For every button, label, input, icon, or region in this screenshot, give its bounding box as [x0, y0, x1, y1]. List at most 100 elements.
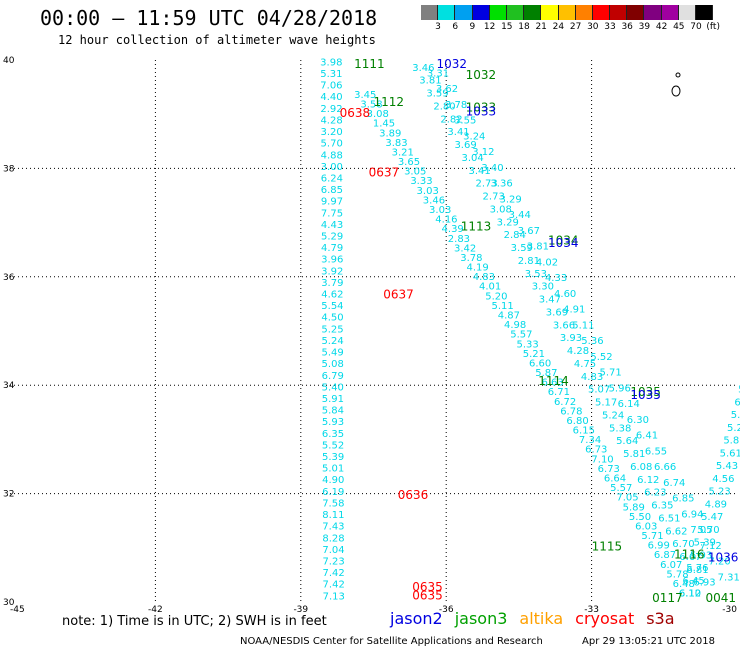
colorbar-swatch: [472, 5, 490, 20]
pass-time-label: 0637: [383, 287, 414, 301]
wave-height-value: 6.70: [672, 539, 694, 550]
wave-height-value: 7.04: [322, 545, 344, 556]
wave-height-value: 6.35: [322, 429, 344, 440]
wave-height-value: 4.02: [536, 257, 558, 268]
credit-line: NOAA/NESDIS Center for Satellite Applica…: [240, 636, 543, 647]
wave-height-value: 3.93: [560, 333, 582, 344]
y-tick-label: 38: [3, 164, 15, 174]
wave-height-value: 6.78: [560, 406, 582, 417]
wave-height-value: 4.01: [479, 282, 501, 293]
colorbar-swatch: [455, 5, 473, 20]
pass-time-label: 1034: [548, 236, 579, 250]
wave-height-value: 5.24: [321, 336, 343, 347]
y-tick-label: 34: [3, 381, 15, 391]
wave-height-value: 5.89: [623, 502, 645, 513]
wave-height-value: 5.75: [738, 385, 740, 396]
y-tick-label: 36: [3, 273, 15, 283]
pass-time-label: 0635: [412, 580, 443, 594]
wave-height-value: 3.21: [392, 147, 414, 158]
page-subtitle: 12 hour collection of altimeter wave hei…: [58, 33, 376, 47]
wave-height-value: 5.38: [609, 423, 631, 434]
wave-height-value: 4.39: [442, 224, 464, 235]
pass-time-label: 1035: [630, 385, 661, 399]
wave-height-value: 2.83: [448, 234, 470, 245]
wave-height-value: 6.48: [673, 579, 695, 590]
colorbar-label: 45: [673, 22, 685, 32]
wave-height-value: 3.03: [429, 205, 451, 216]
wave-height-value: 5.93: [322, 417, 344, 428]
wave-height-value: 3.83: [385, 138, 407, 149]
wave-height-value: 5.39: [694, 538, 716, 549]
wave-height-value: 6.19: [322, 487, 344, 498]
wave-height-value: 4.88: [321, 150, 343, 161]
wave-height-value: 3.62: [436, 84, 458, 95]
wave-height-value: 5.01: [322, 464, 344, 475]
wave-height-value: 5.23: [708, 487, 730, 498]
wave-height-value: 4.75: [574, 359, 596, 370]
wave-height-value: 4.90: [322, 475, 344, 486]
wave-height-value: 4.79: [321, 243, 343, 254]
colorbar-swatch: [506, 5, 525, 20]
wave-height-value: 6.10: [679, 589, 701, 600]
wave-height-value: 6.30: [627, 415, 649, 426]
wave-height-value: 3.67: [518, 226, 540, 237]
colorbar-label: 9: [469, 22, 476, 32]
wave-height-value: 5.76: [686, 563, 708, 574]
wave-height-value: 5.84: [322, 406, 344, 417]
wave-height-value: 4.40: [320, 92, 342, 103]
wave-height-value: 5.57: [610, 483, 632, 494]
wave-height-value: 7.13: [323, 591, 345, 602]
wave-height-value: 3.33: [410, 176, 432, 187]
wave-height-value: 6.85: [672, 494, 694, 505]
wave-height-value: 6.63: [541, 378, 563, 389]
page-title: 00:00 – 11:59 UTC 04/28/2018: [40, 6, 378, 30]
wave-height-value: 3.96: [321, 255, 343, 266]
wave-height-value: 6.41: [636, 431, 658, 442]
wave-height-value: 7.20: [709, 557, 731, 568]
wave-height-value: 3.58: [360, 100, 382, 111]
pass-time-label: 0638: [340, 106, 371, 120]
colorbar-swatch: [489, 5, 507, 20]
wave-height-value: 5.70: [321, 139, 343, 150]
colorbar-label: 30: [587, 22, 599, 32]
wave-height-value: 5.21: [523, 349, 545, 360]
colorbar-swatch: [524, 5, 542, 20]
wave-height-value: 6.81: [686, 565, 708, 576]
pass-time-label: 1033: [466, 100, 497, 114]
wave-height-value: 5.11: [491, 301, 513, 312]
wave-height-value: 3.81: [527, 242, 549, 253]
wave-height-value: 3.08: [367, 109, 389, 120]
satellite-legend-item: s3a: [646, 609, 675, 628]
wave-height-value: 3.69: [454, 140, 476, 151]
units-note: note: 1) Time is in UTC; 2) SWH is in fe…: [62, 614, 327, 629]
wave-height-value: 6.71: [548, 387, 570, 398]
wave-height-value: 3.29: [497, 217, 519, 228]
wave-height-value: 7.34: [579, 435, 601, 446]
wave-height-value: 3.40: [481, 163, 503, 174]
wave-height-value: 2.82: [440, 114, 462, 125]
wave-height-value: 3.20: [321, 127, 343, 138]
colorbar-swatch: [421, 5, 439, 20]
colorbar-label: 21: [535, 22, 547, 32]
pass-time-label: 1032: [466, 68, 497, 82]
wave-height-value: 4.33: [545, 273, 567, 284]
satellite-legend: jason2 jason3 altika cryosat s3a: [390, 609, 687, 628]
wave-height-value: 5.36: [581, 336, 603, 347]
wave-height-value: 4.83: [473, 272, 495, 283]
wave-height-value: 4.83: [581, 372, 603, 383]
pass-time-label: 1032: [437, 57, 468, 71]
wave-height-value: 6.55: [645, 446, 667, 457]
wave-height-value: 3.12: [472, 147, 494, 158]
wave-height-value: 3.24: [463, 131, 485, 142]
wave-height-value: 3.36: [490, 179, 512, 190]
wave-height-value: 5.93: [690, 550, 712, 561]
wave-height-value: 4.98: [504, 320, 526, 331]
colorbar-swatch: [644, 5, 662, 20]
wave-height-value: 3.46: [412, 63, 434, 74]
colorbar-label: 6: [452, 22, 459, 32]
wave-height-value: 6.03: [635, 521, 657, 532]
wave-height-value: 5.33: [516, 339, 538, 350]
wave-height-value: 3.47: [539, 295, 561, 306]
wave-height-value: 3.00: [321, 162, 343, 173]
